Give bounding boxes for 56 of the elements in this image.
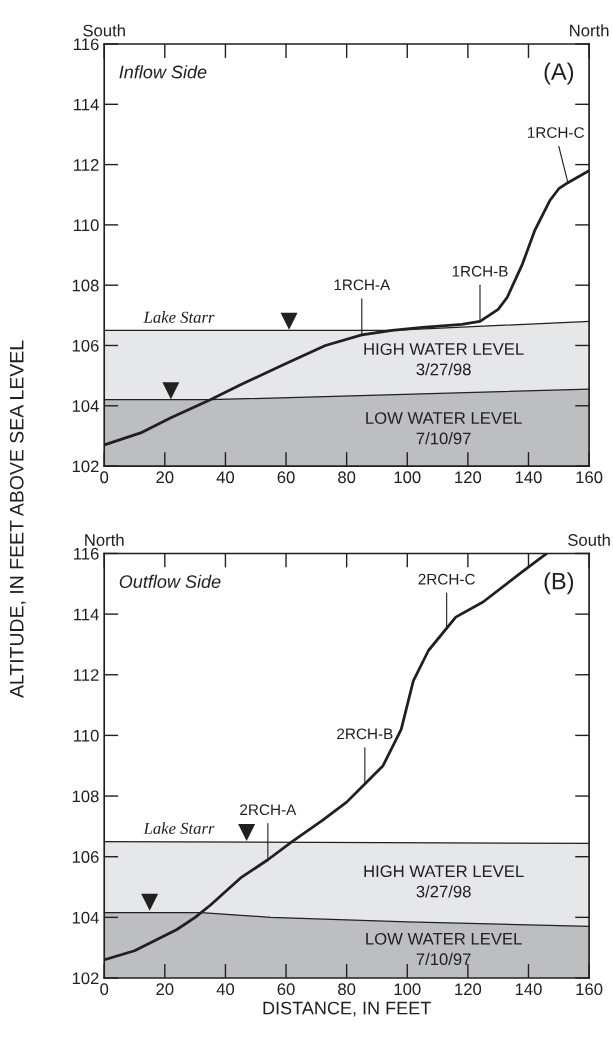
y-tick-label: 102 — [72, 460, 99, 473]
x-tick-label: 0 — [100, 983, 109, 996]
annotation: Inflow Side — [119, 65, 207, 79]
y-axis-title: ALTITUDE, IN FEET ABOVE SEA LEVEL — [9, 340, 26, 698]
annotation: Lake Starr — [143, 311, 215, 323]
annotation: 1RCH-A — [334, 279, 391, 291]
annotation: 1RCH-B — [452, 265, 508, 277]
x-axis-title: DISTANCE, IN FEET — [263, 1001, 431, 1017]
annotation: (A) — [544, 62, 574, 85]
annotation: Lake Starr — [143, 822, 215, 834]
x-tick-label: 60 — [277, 983, 295, 996]
x-tick-label: 140 — [515, 983, 542, 996]
x-tick-label: 120 — [455, 471, 482, 484]
x-tick-label: 100 — [394, 471, 421, 484]
y-tick-label: 116 — [74, 38, 99, 51]
text: North — [570, 24, 609, 37]
x-tick-label: 60 — [277, 471, 295, 484]
x-tick-label: 120 — [455, 983, 482, 996]
y-tick-label: 104 — [72, 400, 99, 412]
annotation: 2RCH-B — [337, 728, 393, 740]
y-tick-label: 112 — [74, 159, 99, 171]
x-tick-label: 80 — [338, 983, 356, 996]
y-tick-label: 108 — [72, 279, 99, 292]
annotation: 1RCH-C — [527, 127, 584, 138]
series-label: LOW WATER LEVEL 7/10/97 — [366, 412, 522, 445]
y-tick-label: 110 — [74, 219, 99, 232]
y-tick-label: 102 — [72, 972, 99, 985]
series-label: HIGH WATER LEVEL 3/27/98 — [364, 865, 524, 898]
series-label: LOW WATER LEVEL 7/10/97 — [366, 932, 522, 966]
y-tick-label: 108 — [72, 790, 99, 803]
x-tick-label: 80 — [338, 471, 356, 484]
annotation: (B) — [544, 572, 574, 595]
y-tick-label: 110 — [74, 729, 99, 742]
annotation: 2RCH-C — [418, 573, 475, 585]
x-tick-label: 160 — [576, 471, 603, 484]
x-tick-label: 0 — [100, 471, 109, 484]
y-tick-label: 114 — [74, 98, 99, 111]
y-tick-label: 104 — [72, 911, 99, 924]
x-tick-label: 40 — [216, 471, 235, 484]
y-tick-label: 116 — [74, 547, 99, 560]
text: South — [568, 533, 610, 546]
y-tick-label: 106 — [72, 851, 99, 863]
y-tick-label: 106 — [72, 339, 99, 352]
x-tick-label: 20 — [156, 983, 174, 996]
x-tick-label: 100 — [394, 983, 421, 996]
annotation: Outflow Side — [119, 574, 221, 589]
x-tick-label: 160 — [576, 983, 603, 996]
text: South — [83, 24, 125, 37]
y-tick-label: 112 — [74, 669, 99, 681]
annotation: 2RCH-A — [240, 804, 297, 816]
x-tick-label: 40 — [216, 983, 235, 996]
x-tick-label: 20 — [156, 471, 174, 484]
x-tick-label: 140 — [515, 471, 542, 484]
text: North — [85, 533, 124, 546]
y-tick-label: 114 — [74, 608, 99, 621]
legend-label: HIGH WATER LEVEL 3/27/98 — [364, 343, 524, 376]
